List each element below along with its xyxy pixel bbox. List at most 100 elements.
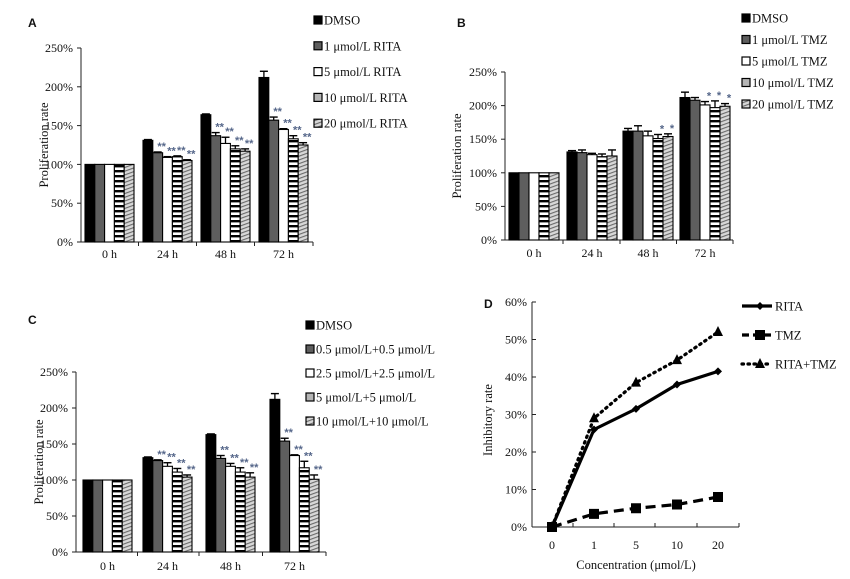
panel-b-x-tick-label: 24 h — [582, 246, 603, 260]
panel-d-marker-rita — [548, 523, 556, 531]
panel-a-bar — [104, 163, 115, 243]
panel-a-bar — [229, 148, 241, 243]
panel-b-significance-mark: * — [717, 90, 722, 102]
panel-b-bar — [596, 156, 608, 241]
panel-c-bar — [121, 479, 133, 553]
panel-b-y-tick-label: 150% — [469, 132, 497, 146]
panel-c-x-tick-label: 48 h — [220, 559, 241, 573]
panel-d-marker-rita-tmz — [631, 376, 641, 387]
panel-d-y-tick-label: 60% — [505, 295, 527, 309]
panel-a-significance-mark: ** — [177, 145, 186, 157]
panel-d-x-tick-label: 0 — [549, 538, 555, 552]
panel-d-x-tick-label: 5 — [633, 538, 639, 552]
panel-c-y-axis-title: Proliferation rate — [32, 419, 46, 504]
panel-b-legend-swatch — [741, 77, 751, 88]
panel-c-bar — [171, 471, 183, 553]
panel-c-legend-label: 5 μmol/L+5 μmol/L — [316, 391, 416, 405]
panel-a-y-tick-label: 250% — [45, 41, 73, 55]
panel-b-bar — [679, 96, 691, 241]
panel-c-bar — [205, 434, 217, 553]
panel-c-bar — [215, 457, 227, 553]
panel-a-legend-label: 20 μmol/L RITA — [324, 117, 408, 131]
panel-b-legend-label: 1 μmol/L TMZ — [752, 33, 827, 47]
panel-a-bar — [113, 163, 125, 243]
panel-c-significance-mark: ** — [177, 457, 186, 469]
panel-a-bar — [84, 163, 96, 243]
panel-a-legend-swatch — [313, 41, 323, 51]
panel-c-legend-label: 10 μmol/L+10 μmol/L — [316, 415, 429, 429]
panel-a-legend-label: 1 μmol/L RITA — [324, 39, 401, 53]
panel-c-bar — [225, 465, 236, 553]
panel-b-legend-label: DMSO — [752, 12, 788, 26]
panel-c-legend-label: DMSO — [316, 319, 352, 333]
panel-b-bar — [538, 172, 550, 241]
panel-c-bar — [308, 478, 320, 553]
panel-d-marker-rita — [632, 404, 640, 413]
panel-c-legend-swatch — [305, 416, 315, 426]
panel-b-bar — [719, 105, 731, 241]
panel-c-bar — [92, 479, 104, 553]
panel-c-bar-chart: 0% 50% 100% 150% 200% 250% Proliferation rate 0… — [32, 319, 435, 574]
panel-c-legend-swatch — [305, 392, 315, 402]
panel-d-y-tick-label: 20% — [505, 445, 527, 459]
panel-b-x-tick-label: 48 h — [638, 246, 659, 260]
panel-a-bar — [287, 138, 299, 243]
panel-c-bar — [82, 479, 94, 553]
panel-c-significance-mark: ** — [187, 464, 196, 476]
panel-d-y-tick-label: 30% — [505, 408, 527, 422]
panel-b-bar — [689, 99, 701, 241]
panel-a-y-tick-label: 200% — [45, 80, 73, 94]
panel-c-bar — [181, 476, 193, 553]
panel-a-y-tick-label: 150% — [45, 119, 73, 133]
panel-b-bar — [652, 137, 664, 241]
panel-b-y-tick-label: 50% — [475, 199, 497, 213]
panel-a-y-axis-title: Proliferation rate — [37, 102, 51, 187]
panel-b-y-tick-label: 100% — [469, 166, 497, 180]
panel-c-y-tick-label: 150% — [40, 437, 68, 451]
panel-b-y-tick-label: 0% — [481, 233, 497, 247]
panel-a-significance-mark: ** — [245, 138, 254, 150]
panel-c-significance-mark: ** — [230, 452, 239, 464]
panel-b-legend-label: 10 μmol/L TMZ — [752, 76, 834, 90]
panel-d-y-tick-label: 40% — [505, 370, 527, 384]
panel-b-legend-swatch — [741, 13, 751, 23]
panel-letter-d: D — [484, 297, 493, 311]
panel-a-bar — [181, 159, 193, 243]
panel-d-x-tick-label: 20 — [712, 538, 724, 552]
panel-a-significance-mark: ** — [273, 106, 282, 118]
panel-c-legend-label: 2.5 μmol/L+2.5 μmol/L — [316, 367, 435, 381]
panel-a-bar — [268, 119, 280, 243]
panel-a-bar — [152, 152, 164, 243]
panel-b-x-tick-label: 72 h — [695, 246, 716, 260]
panel-b-legend-swatch — [741, 56, 751, 66]
panel-a-bar — [210, 135, 222, 243]
panel-a-bar — [94, 163, 106, 243]
panel-b-bar — [699, 104, 711, 241]
panel-d-marker-tmz — [713, 492, 723, 502]
panel-letter-b: B — [457, 16, 466, 30]
panel-a-legend-swatch — [313, 92, 323, 103]
panel-c-legend-swatch — [305, 320, 315, 330]
panel-c-x-tick-label: 0 h — [100, 559, 115, 573]
panel-b-bar — [518, 172, 530, 241]
panel-b-bar — [576, 152, 588, 241]
panel-c-y-tick-label: 0% — [52, 545, 68, 559]
panel-c-y-tick-label: 250% — [40, 365, 68, 379]
panel-c-y-tick-label: 200% — [40, 401, 68, 415]
panel-b-bar — [662, 135, 674, 241]
panel-d-marker-tmz — [589, 508, 599, 519]
panel-c-y-tick-label: 100% — [40, 473, 68, 487]
panel-d-marker-rita — [714, 367, 722, 376]
panel-c-significance-mark: ** — [294, 444, 303, 456]
panel-c-bar — [142, 457, 154, 553]
panel-c-bar — [289, 454, 300, 553]
panel-c-significance-mark: ** — [220, 445, 229, 457]
panel-b-bar — [606, 155, 618, 241]
panel-a-significance-mark: ** — [167, 146, 176, 158]
panel-a-significance-mark: ** — [157, 141, 166, 153]
panel-d-line-chart: 0% 10% 20% 30% 40% 50% 60% 0 1 5 10 20 Concentration… — [481, 295, 837, 572]
panel-b-bar — [548, 172, 560, 241]
panel-a-bar — [123, 163, 135, 243]
panel-b-y-tick-label: 250% — [469, 65, 497, 79]
